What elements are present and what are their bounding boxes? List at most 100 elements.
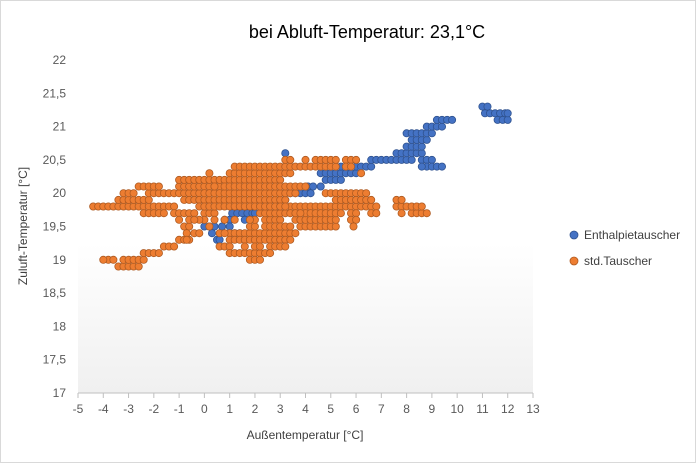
data-point [210, 209, 219, 218]
data-point [99, 255, 108, 264]
y-tick-label: 21,5 [43, 86, 67, 100]
data-point [281, 202, 290, 211]
legend-label: Enthalpietauscher [584, 228, 680, 242]
data-point [220, 229, 229, 238]
data-point [397, 195, 406, 204]
data-point [296, 209, 305, 218]
x-axis-label: Außentemperatur [°C] [247, 428, 364, 442]
y-tick-label: 21 [53, 120, 67, 134]
data-point [245, 215, 254, 224]
data-point [195, 229, 204, 238]
data-point [427, 129, 436, 138]
data-point [352, 155, 361, 164]
y-tick-label: 19 [53, 253, 67, 267]
data-point [352, 215, 361, 224]
data-point [154, 182, 163, 191]
data-point [205, 169, 214, 178]
data-point [255, 242, 264, 251]
data-point [185, 222, 194, 231]
data-point [437, 162, 446, 171]
data-point [129, 189, 138, 198]
data-point [218, 222, 227, 231]
x-tick-label: 3 [277, 402, 284, 416]
x-tick-label: -1 [174, 402, 185, 416]
data-point [336, 175, 345, 184]
data-point [349, 222, 358, 231]
x-tick-label: 7 [378, 402, 385, 416]
data-point [352, 209, 361, 218]
data-point [210, 182, 219, 191]
y-tick-label: 18,5 [43, 286, 67, 300]
data-point [357, 169, 366, 178]
data-point [331, 155, 340, 164]
data-point [170, 202, 179, 211]
y-tick-label: 22 [53, 53, 67, 67]
data-point [250, 222, 259, 231]
data-point [159, 209, 168, 218]
data-point [230, 215, 239, 224]
data-point [301, 155, 310, 164]
x-tick-label: 0 [201, 402, 208, 416]
data-point [109, 255, 118, 264]
data-point [286, 222, 295, 231]
data-point [367, 162, 376, 171]
data-point [427, 155, 436, 164]
data-point [220, 215, 229, 224]
x-tick-label: -4 [98, 402, 109, 416]
data-point [417, 202, 426, 211]
x-tick-label: -5 [73, 402, 84, 416]
data-point [417, 142, 426, 151]
data-point [286, 155, 295, 164]
y-tick-label: 17 [53, 386, 67, 400]
data-point [503, 109, 512, 118]
x-tick-label: -2 [148, 402, 159, 416]
data-point [336, 209, 345, 218]
data-point [286, 169, 295, 178]
x-tick-label: 8 [403, 402, 410, 416]
data-point [281, 149, 290, 158]
data-point [291, 189, 300, 198]
data-point [331, 222, 340, 231]
data-point [182, 229, 191, 238]
data-point [346, 162, 355, 171]
data-point [240, 242, 249, 251]
data-point [397, 209, 406, 218]
data-point [372, 209, 381, 218]
data-point [139, 255, 148, 264]
x-tick-label: 12 [501, 402, 515, 416]
data-point [331, 162, 340, 171]
x-tick-label: 11 [476, 402, 489, 416]
y-tick-label: 19,5 [43, 220, 67, 234]
y-tick-label: 18 [53, 319, 67, 333]
data-point [448, 115, 457, 124]
axes: -5 -4 -3 -2 -1 0 1 2 3 4 5 6 7 8 9 10 11 12 131717,51818,5… [43, 53, 540, 416]
x-tick-label: -3 [123, 402, 134, 416]
data-point [309, 182, 318, 191]
x-tick-label: 13 [526, 402, 540, 416]
x-tick-label: 2 [252, 402, 259, 416]
data-point [301, 182, 310, 191]
data-point [367, 195, 376, 204]
data-point [417, 149, 426, 158]
y-tick-label: 17,5 [43, 353, 67, 367]
legend-marker [569, 230, 579, 240]
data-point [225, 242, 234, 251]
data-point [255, 255, 264, 264]
data-point [215, 235, 224, 244]
data-point [134, 262, 143, 271]
data-point [422, 209, 431, 218]
data-point [190, 215, 199, 224]
data-point [266, 249, 275, 258]
y-tick-label: 20,5 [43, 153, 67, 167]
data-point [362, 189, 371, 198]
chart-title: bei Abluft-Temperatur: 23,1°C [249, 22, 485, 42]
data-point [205, 222, 214, 231]
data-point [316, 182, 325, 191]
x-tick-label: 1 [226, 402, 233, 416]
data-points [89, 102, 512, 271]
data-point [225, 222, 234, 231]
data-point [154, 249, 163, 258]
legend-label: std.Tauscher [584, 254, 652, 268]
y-tick-label: 20 [53, 186, 67, 200]
